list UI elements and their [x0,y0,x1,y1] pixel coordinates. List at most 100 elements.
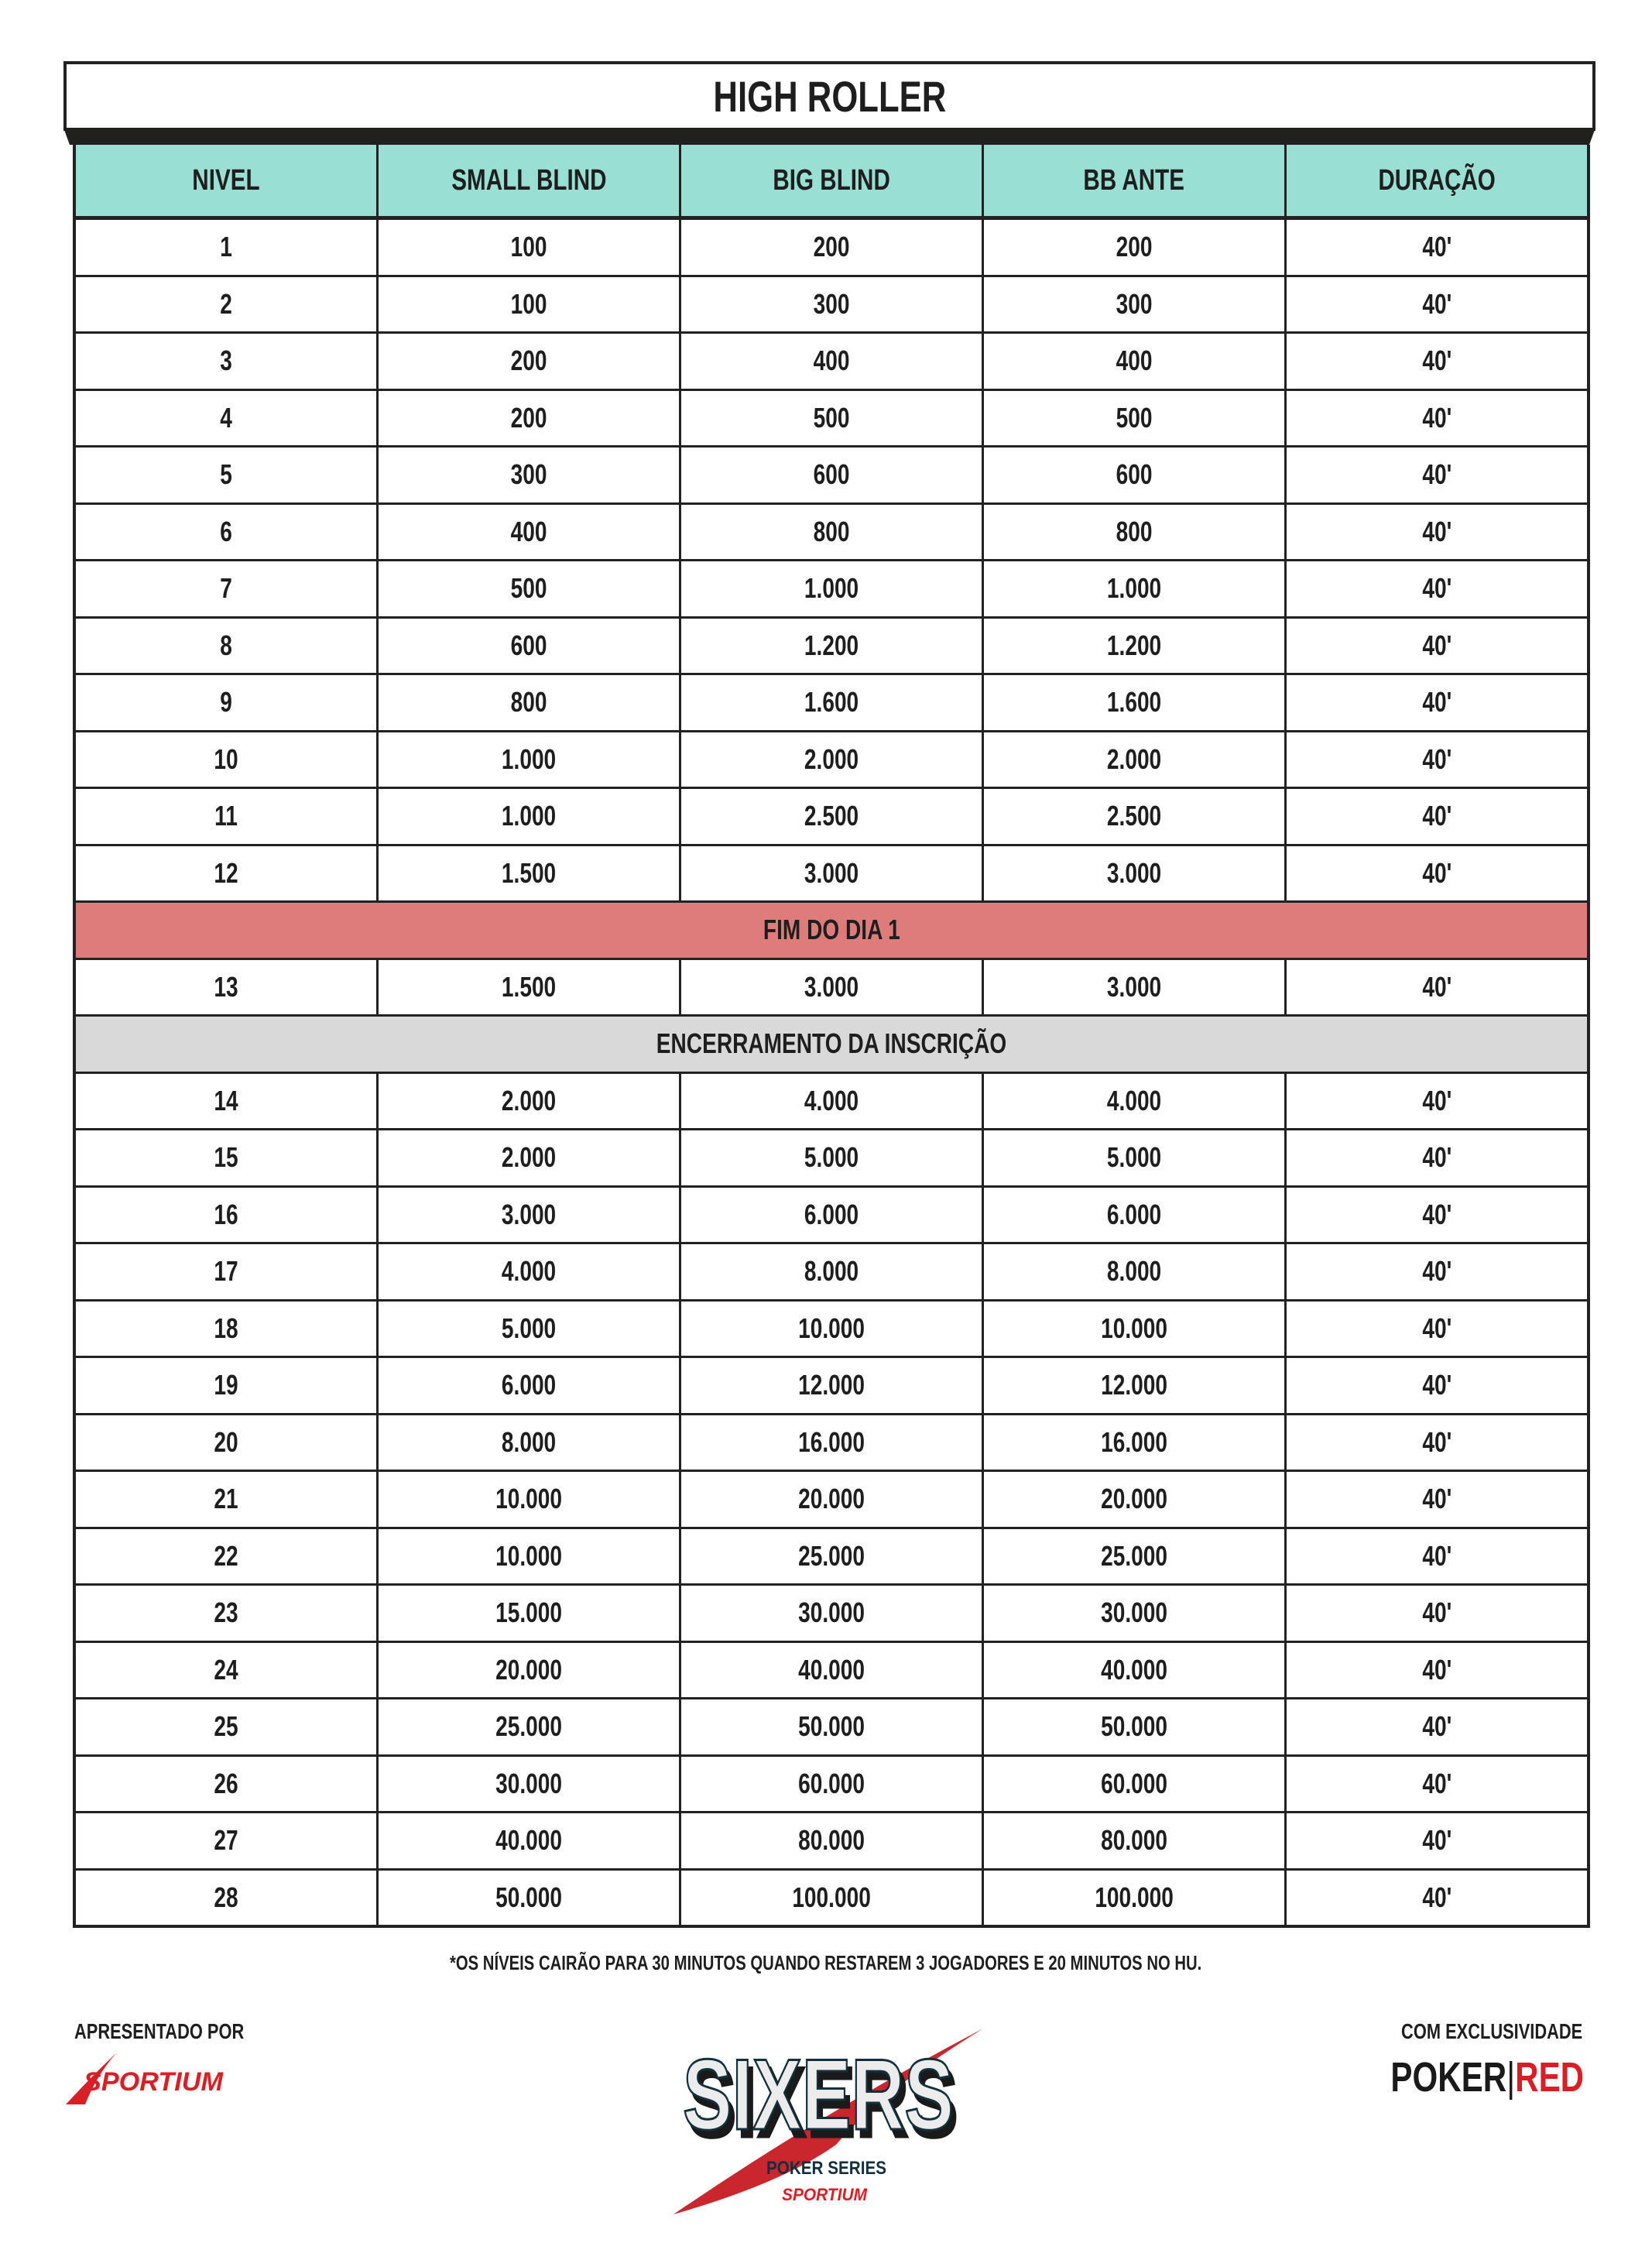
header-label: BIG BLIND [773,163,890,197]
pokerred-poker: POKER [1390,2054,1507,2101]
cell-small-blind: 10.000 [376,1472,679,1527]
cell-big-blind: 5.000 [679,1130,982,1185]
cell-value: 600 [813,458,850,491]
cell-value: 40' [1422,1483,1451,1515]
sportium-logo: SPORTIUM [62,2052,232,2110]
table-body: 1 100 200 200 40' 2 100 300 300 40' 3 200 400 400 40' 4… [76,218,1587,1925]
cell-duracao: 40' [1284,1528,1587,1583]
table-row: 14 2.000 4.000 4.000 40' [76,1071,1587,1128]
cell-value: 50.000 [798,1710,865,1743]
cell-value: 16.000 [798,1425,865,1458]
cell-value: 3.000 [501,1198,557,1230]
cell-value: 2.500 [804,800,859,832]
cell-nivel: 9 [76,675,376,730]
sixers-logo-sponsor: SPORTIUM [782,2185,868,2204]
cell-value: 300 [813,287,850,320]
cell-bb-ante: 6.000 [982,1187,1284,1242]
table-row: 2 100 300 300 40' [76,274,1587,332]
cell-value: 14 [214,1084,238,1116]
cell-value: 8.000 [1106,1255,1162,1288]
cell-value: 40' [1422,629,1451,661]
cell-duracao: 40' [1284,1073,1587,1128]
cell-duracao: 40' [1284,732,1587,787]
cell-nivel: 16 [76,1188,376,1243]
cell-value: 40.000 [798,1653,865,1686]
cell-big-blind: 1.200 [679,618,982,673]
cell-duracao: 40' [1284,1187,1587,1242]
cell-value: 1 [220,231,232,263]
blind-structure-table: NIVEL SMALL BLIND BIG BLIND BB ANTE DURA… [73,145,1590,1928]
cell-value: 25.000 [1101,1539,1167,1572]
cell-value: 5.000 [501,1312,557,1344]
cell-value: 40' [1422,1084,1451,1116]
pokerred-divider: | [1506,2054,1516,2101]
cell-bb-ante: 16.000 [982,1415,1284,1470]
cell-duracao: 40' [1284,1472,1587,1527]
cell-value: 3 [220,345,232,377]
cell-value: 1.600 [1106,686,1162,719]
cell-value: 40' [1422,1597,1451,1629]
cell-small-blind: 30.000 [376,1756,679,1811]
cell-value: 40' [1422,458,1451,491]
table-row: 17 4.000 8.000 8.000 40' [76,1242,1587,1299]
cell-bb-ante: 3.000 [982,959,1284,1014]
cell-bb-ante: 1.200 [982,618,1284,673]
cell-big-blind: 50.000 [679,1699,982,1754]
cell-value: 13 [214,970,238,1003]
cell-value: 10.000 [495,1539,562,1572]
cell-value: 40' [1422,686,1451,719]
cell-value: 16 [214,1198,238,1230]
cell-small-blind: 5.000 [376,1301,679,1356]
cell-value: 4 [220,401,232,434]
cell-value: 40' [1422,515,1451,547]
cell-bb-ante: 10.000 [982,1301,1284,1356]
footnote-text: *OS NÍVEIS CAIRÃO PARA 30 MINUTOS QUANDO… [450,1951,1202,1974]
cell-bb-ante: 600 [982,448,1284,502]
cell-value: 60.000 [798,1767,865,1799]
cell-small-blind: 2.000 [376,1130,679,1185]
table-row: 7 500 1.000 1.000 40' [76,559,1587,616]
cell-value: 12.000 [798,1369,865,1401]
cell-value: 40.000 [1101,1653,1167,1686]
cell-bb-ante: 8.000 [982,1244,1284,1299]
cell-value: 40' [1422,1255,1451,1288]
cell-value: 3.000 [804,856,859,889]
cell-value: 1.000 [804,572,859,605]
cell-value: 40' [1422,743,1451,775]
table-row: 6 400 800 800 40' [76,502,1587,559]
cell-value: 3.000 [1106,856,1162,889]
cell-duracao: 40' [1284,504,1587,559]
cell-small-blind: 200 [376,334,679,389]
cell-big-blind: 3.000 [679,959,982,1014]
cell-value: 4.000 [501,1255,557,1288]
page-title-box: HIGH ROLLER [63,61,1595,131]
cell-value: 28 [214,1881,238,1913]
page-title: HIGH ROLLER [713,71,946,121]
cell-value: 25.000 [495,1710,562,1743]
cell-nivel: 21 [76,1472,376,1527]
cell-value: 200 [1116,231,1153,263]
cell-value: 40' [1422,345,1451,377]
cell-value: 4.000 [804,1084,859,1116]
cell-value: 20.000 [1101,1483,1167,1515]
presented-by-label: APRESENTADO POR [74,2019,292,2044]
cell-value: 3.000 [1106,970,1162,1003]
cell-small-blind: 2.000 [376,1073,679,1128]
cell-nivel: 19 [76,1358,376,1413]
cell-value: 300 [510,458,547,491]
cell-bb-ante: 30.000 [982,1586,1284,1641]
cell-value: 400 [1116,345,1153,377]
cell-big-blind: 1.000 [679,561,982,616]
table-row: 15 2.000 5.000 5.000 40' [76,1128,1587,1185]
table-row: 13 1.500 3.000 3.000 40' [76,957,1587,1014]
cell-nivel: 2 [76,277,376,332]
cell-value: 27 [214,1824,238,1857]
table-row: 18 5.000 10.000 10.000 40' [76,1298,1587,1356]
cell-value: 40.000 [495,1824,562,1857]
cell-small-blind: 25.000 [376,1699,679,1754]
cell-value: 100 [510,231,547,263]
cell-value: 2.000 [501,1084,557,1116]
cell-big-blind: 30.000 [679,1586,982,1641]
cell-value: 600 [1116,458,1153,491]
cell-value: 800 [813,515,850,547]
